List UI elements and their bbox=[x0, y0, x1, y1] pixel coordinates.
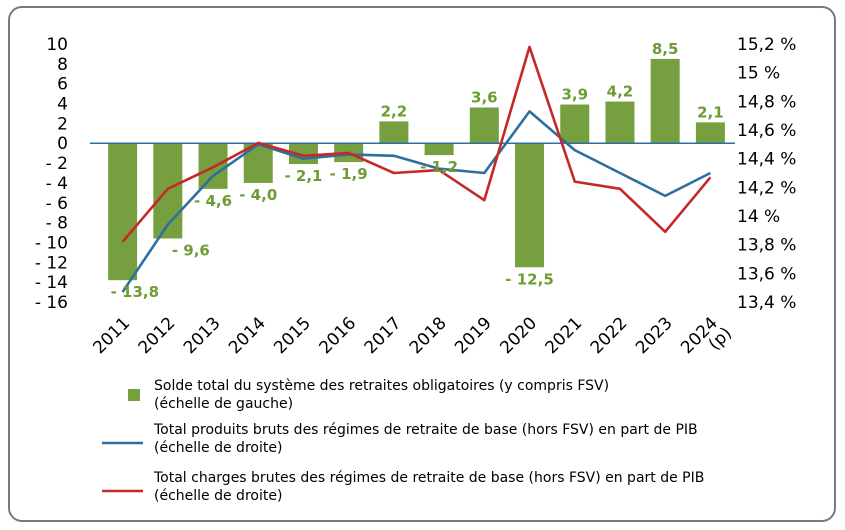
legend-line-label-scale: (échelle de droite) bbox=[154, 440, 282, 456]
left-axis-tick-label: - 14 bbox=[35, 273, 68, 293]
bar bbox=[560, 104, 590, 144]
bar bbox=[153, 143, 183, 239]
left-axis-tick-label: 8 bbox=[57, 55, 68, 75]
category-label: 2011 bbox=[89, 313, 134, 358]
category-label: 2023 bbox=[632, 313, 677, 358]
bar bbox=[108, 143, 138, 281]
bar bbox=[605, 101, 635, 144]
legend-bar-swatch bbox=[128, 389, 140, 401]
legend-line-label: Total produits bruts des régimes de retr… bbox=[153, 422, 698, 438]
series-line bbox=[121, 110, 711, 293]
category-label: 2017 bbox=[361, 313, 406, 358]
category-label: 2013 bbox=[180, 313, 225, 358]
bar-data-label: - 9,6 bbox=[172, 241, 210, 259]
category-label: 2014 bbox=[225, 313, 270, 358]
left-axis-tick-label: - 16 bbox=[35, 293, 68, 313]
bar-data-label: 2,1 bbox=[697, 103, 724, 121]
category-label: 2022 bbox=[587, 313, 632, 358]
right-axis-tick-label: 15,2 % bbox=[737, 35, 796, 55]
bar-data-label: 4,2 bbox=[607, 83, 634, 101]
bar-data-label: 2,2 bbox=[381, 102, 408, 120]
right-axis-tick-label: 13,4 % bbox=[737, 293, 796, 313]
bar-data-label: - 1,9 bbox=[330, 165, 368, 183]
bar bbox=[469, 107, 499, 144]
left-axis-tick-label: - 4 bbox=[46, 174, 68, 194]
bar-data-label: - 13,8 bbox=[111, 283, 159, 301]
left-axis-tick-label: 2 bbox=[57, 114, 68, 134]
legend-bar-label: Solde total du système des retraites obl… bbox=[154, 378, 609, 394]
bar-data-label: 8,5 bbox=[652, 40, 679, 58]
category-label: 2018 bbox=[406, 313, 451, 358]
left-axis-tick-label: 10 bbox=[46, 35, 68, 55]
right-axis-tick-label: 13,8 % bbox=[737, 236, 796, 256]
left-axis-tick-label: - 2 bbox=[46, 154, 68, 174]
left-axis-tick-label: 0 bbox=[57, 134, 68, 154]
right-axis-tick-label: 14,2 % bbox=[737, 178, 796, 198]
bar bbox=[379, 121, 409, 144]
bar bbox=[515, 143, 545, 268]
bar-data-label: 3,6 bbox=[471, 89, 498, 107]
legend: Solde total du système des retraites obl… bbox=[102, 378, 704, 504]
legend-line-label-scale: (échelle de droite) bbox=[154, 488, 282, 504]
right-axis-tick-label: 15 % bbox=[737, 64, 780, 84]
category-label: 2015 bbox=[270, 313, 315, 358]
bar bbox=[424, 143, 454, 156]
chart-frame: 10 8 6 4 2 0- 2- 4- 6- 8- 10- 12- 14- 16 15,2 … bbox=[8, 6, 836, 522]
category-label: 2019 bbox=[451, 313, 496, 358]
category-label: 2012 bbox=[135, 313, 180, 358]
legend-bar-label-scale: (échelle de gauche) bbox=[154, 396, 293, 412]
left-axis-tick-label: 6 bbox=[57, 75, 68, 95]
right-axis-tick-label: 14 % bbox=[737, 207, 780, 227]
bar-data-label: 3,9 bbox=[561, 86, 588, 104]
left-axis-tick-label: - 10 bbox=[35, 233, 68, 253]
right-axis-tick-label: 14,6 % bbox=[737, 121, 796, 141]
bar-data-label: - 2,1 bbox=[284, 167, 322, 185]
left-axis-tick-label: - 6 bbox=[46, 194, 68, 214]
legend-line-label: Total charges brutes des régimes de retr… bbox=[153, 470, 704, 486]
category-label: 2016 bbox=[315, 313, 360, 358]
series-line bbox=[121, 45, 712, 243]
bar-data-label: - 12,5 bbox=[505, 270, 553, 288]
bar-data-label: - 4,6 bbox=[194, 192, 232, 210]
bar bbox=[650, 58, 680, 144]
bar-data-label: - 1,2 bbox=[420, 158, 458, 176]
bar-data-label: - 4,0 bbox=[239, 186, 277, 204]
left-axis-tick-label: - 8 bbox=[46, 214, 68, 234]
category-label: 2021 bbox=[542, 313, 587, 358]
left-axis-tick-label: - 12 bbox=[35, 253, 68, 273]
right-axis-tick-label: 14,8 % bbox=[737, 92, 796, 112]
left-axis-tick-label: 4 bbox=[57, 95, 68, 115]
right-axis-tick-label: 14,4 % bbox=[737, 150, 796, 170]
category-label: 2020 bbox=[496, 313, 541, 358]
right-axis-tick-label: 13,6 % bbox=[737, 264, 796, 284]
bar bbox=[695, 122, 725, 144]
